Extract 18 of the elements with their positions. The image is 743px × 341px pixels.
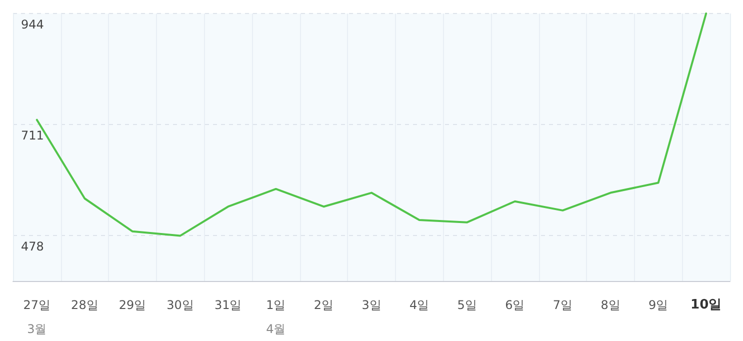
x-tick-label: 29일: [118, 298, 146, 312]
y-tick-label: 944: [21, 18, 44, 32]
x-tick-label: 5일: [457, 298, 477, 312]
x-tick-label: 3일: [362, 298, 382, 312]
x-tick-label: 31일: [214, 298, 242, 312]
y-tick-label: 711: [21, 128, 44, 143]
x-tick-label: 10일: [690, 298, 722, 312]
x-tick-label: 4일: [409, 298, 430, 312]
x-tick-label: 9일: [648, 298, 668, 312]
x-tick-label: 2일: [314, 298, 334, 312]
x-tick-label: 8일: [600, 298, 620, 312]
x-tick-label: 1일 4월: [266, 298, 286, 336]
x-tick-label: 30일: [166, 298, 194, 312]
y-tick-label: 478: [21, 240, 44, 254]
x-tick-label: 28일: [71, 298, 98, 312]
x-tick-label: 7일: [552, 298, 573, 312]
x-tick-label: 6일: [505, 298, 525, 312]
x-tick-label: 27일 3월: [23, 298, 51, 336]
